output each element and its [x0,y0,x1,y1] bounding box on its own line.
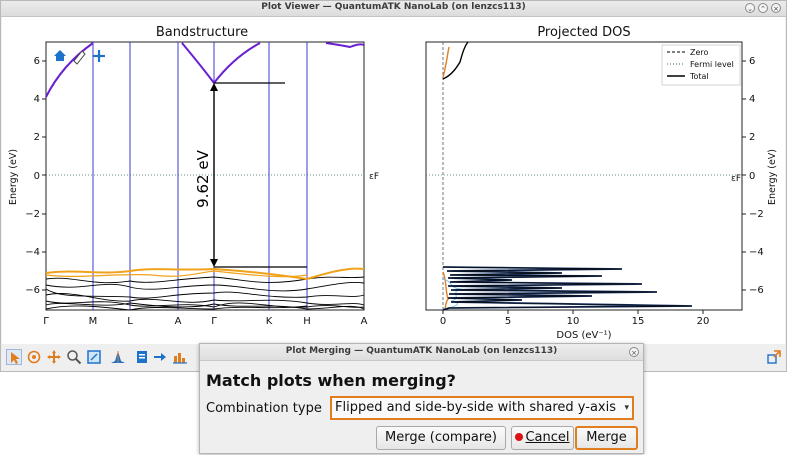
target-icon[interactable] [26,349,42,365]
svg-text:0: 0 [440,316,446,327]
svg-text:−2: −2 [749,209,764,220]
svg-text:4: 4 [34,94,40,105]
plot-svg: Bandstructure [8,25,778,341]
svg-text:4: 4 [749,94,755,105]
dos-ylabel: Energy (eV) [767,149,778,205]
svg-text:6: 6 [34,56,40,67]
valence-bands [45,276,365,311]
kpath-lines [92,42,308,310]
add-point-icon[interactable] [93,50,105,62]
pencil-icon[interactable] [73,50,86,65]
merge-button[interactable]: Merge [575,426,638,450]
chevron-down-icon: ▾ [624,403,629,413]
cancel-button[interactable]: Cancel [511,426,574,450]
valence-top-band [45,267,365,281]
bandstructure-title: Bandstructure [156,25,248,40]
svg-text:2: 2 [34,132,40,143]
svg-text:15: 15 [632,316,645,327]
cancel-icon [515,432,524,441]
svg-text:K: K [266,316,273,327]
cancel-label: Cancel [525,430,570,445]
fermi-label-dos: εF [731,174,741,184]
svg-text:−4: −4 [749,247,764,258]
home-icon[interactable] [54,50,66,61]
plot-canvas[interactable]: Bandstructure [2,17,785,344]
zoom-icon[interactable] [66,349,82,365]
plot-viewer-window: Plot Viewer — QuantumATK NanoLab (on len… [0,0,787,372]
svg-text:Total: Total [689,72,709,81]
svg-text:−2: −2 [25,209,40,220]
maximize-icon[interactable]: ⌃ [758,3,768,13]
minimize-icon[interactable]: ⌄ [745,3,755,13]
zoom-box-icon[interactable] [86,349,102,365]
gap-label: 9.62 eV [194,149,212,207]
dos-title: Projected DOS [537,25,630,40]
svg-text:A: A [361,316,368,327]
svg-text:20: 20 [697,316,710,327]
combination-type-label: Combination type [206,401,322,416]
dialog-title: Plot Merging — QuantumATK NanoLab (on le… [285,346,558,356]
dos-yticks: 6 4 2 0 −2 −4 −6 [749,56,764,296]
dialog-titlebar[interactable]: Plot Merging — QuantumATK NanoLab (on le… [200,344,643,361]
dos-xticks: 0 5 10 15 20 [440,316,710,327]
svg-text:Γ: Γ [211,316,217,327]
merge-compare-button[interactable]: Merge (compare) [376,426,506,450]
svg-text:6: 6 [749,56,755,67]
band-yticks: 6 4 2 0 −2 −4 −6 [25,56,40,296]
svg-text:0: 0 [749,171,755,182]
svg-text:5: 5 [505,316,511,327]
peak-icon[interactable] [110,349,126,365]
svg-text:−6: −6 [25,285,40,296]
dos-plot: Zero Fermi level Total εF 6 4 2 0 [425,41,778,341]
svg-text:L: L [127,316,133,327]
window-titlebar[interactable]: Plot Viewer — QuantumATK NanoLab (on len… [1,1,786,17]
combination-type-select[interactable]: Flipped and side-by-side with shared y-a… [330,396,634,420]
expand-icon[interactable] [766,349,782,365]
window-title: Plot Viewer — QuantumATK NanoLab (on len… [261,2,526,12]
svg-text:A: A [175,316,182,327]
svg-text:2: 2 [749,132,755,143]
dos-xlabel: DOS (eV⁻¹) [556,330,611,341]
export-icon[interactable] [134,349,150,365]
svg-text:0: 0 [34,171,40,182]
bandstructure-plot: 9.62 eV εF 6 4 2 0 −2 −4 −6 Energy (eV) [8,41,379,327]
svg-text:H: H [303,316,311,327]
arrow-right-icon[interactable] [152,349,168,365]
band-ylabel: Energy (eV) [8,149,19,205]
plot-merging-dialog: Plot Merging — QuantumATK NanoLab (on le… [199,343,644,454]
svg-text:10: 10 [567,316,580,327]
pan-icon[interactable] [46,349,62,365]
dos-total-curve [442,266,693,311]
select-arrow-icon[interactable] [6,349,22,365]
dialog-heading: Match plots when merging? [206,371,456,390]
close-icon[interactable]: × [771,3,781,13]
fermi-label-band: εF [369,172,379,182]
svg-text:−6: −6 [749,285,764,296]
dos-legend: Zero Fermi level Total [661,44,741,86]
combination-type-value: Flipped and side-by-side with shared y-a… [335,400,617,415]
svg-text:M: M [89,316,98,327]
svg-text:Zero: Zero [690,48,709,57]
valence-second-band [45,270,308,278]
svg-text:Γ: Γ [43,316,49,327]
bar-chart-icon[interactable] [172,349,188,365]
band-xticks: Γ M L A Γ K H A [43,316,367,327]
dialog-close-icon[interactable]: × [629,347,639,357]
svg-text:Fermi level: Fermi level [690,60,734,69]
svg-text:−4: −4 [25,247,40,258]
